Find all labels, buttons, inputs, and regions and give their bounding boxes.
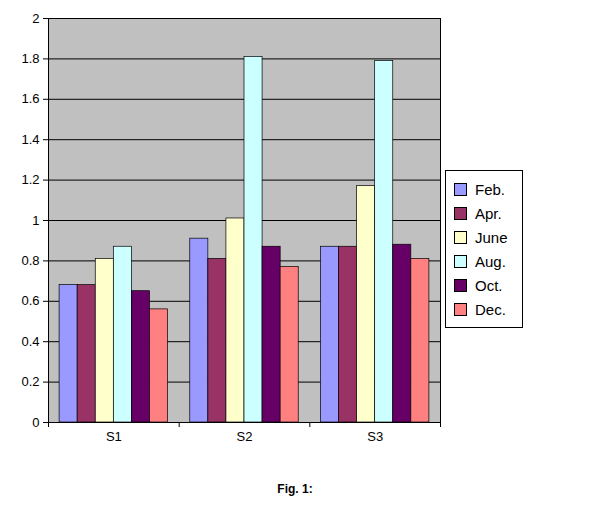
svg-text:1.4: 1.4 (21, 132, 39, 147)
svg-text:0.2: 0.2 (21, 374, 39, 389)
svg-text:0.6: 0.6 (21, 293, 39, 308)
svg-text:0: 0 (32, 415, 39, 430)
html-text:Oct.: Oct. (475, 276, 503, 294)
html-text:Apr.: Apr. (475, 204, 502, 222)
html-text:Fig. 1:: Fig. 1: (277, 482, 313, 496)
html-text:June: June (475, 228, 508, 246)
html-text:Aug.: Aug. (475, 252, 506, 270)
html-text:Dec.: Dec. (475, 300, 506, 318)
svg-text:S1: S1 (106, 429, 122, 444)
svg-text:1.2: 1.2 (21, 172, 39, 187)
svg-text:1.6: 1.6 (21, 91, 39, 106)
svg-text:0.4: 0.4 (21, 334, 39, 349)
svg-text:S3: S3 (367, 429, 383, 444)
html-text:Feb.: Feb. (475, 180, 505, 198)
svg-text:0.8: 0.8 (21, 253, 39, 268)
svg-text:1: 1 (32, 213, 39, 228)
svg-text:S2: S2 (237, 429, 253, 444)
svg-text:2: 2 (32, 11, 39, 26)
svg-text:1.8: 1.8 (21, 51, 39, 66)
